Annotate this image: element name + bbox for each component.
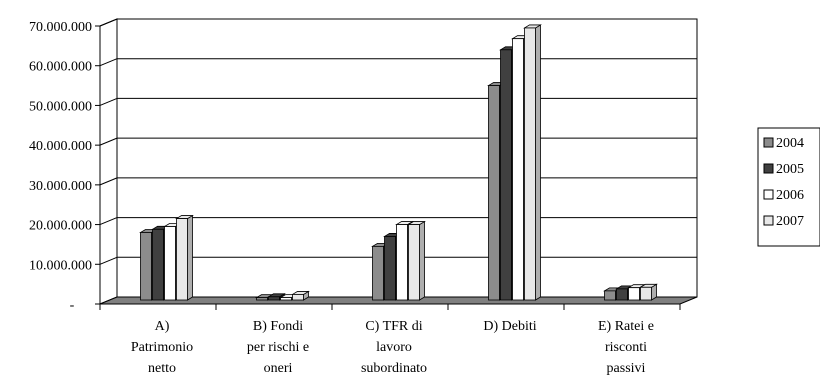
x-label-cat-4-line-2: passivi (607, 361, 646, 376)
legend: 2004 2005 2006 2007 (757, 127, 820, 247)
x-label-cat-1-line-1: per rischi e (247, 340, 309, 355)
bar-front-2005-cat-0 (152, 228, 164, 301)
legend-label-2004: 2004 (776, 136, 804, 151)
bar-series-group (139, 24, 658, 301)
bar-2007-cat-3 (523, 24, 542, 301)
gridline-side-4 (99, 137, 118, 146)
x-label-cat-2-line-2: subordinato (361, 361, 427, 376)
x-label-cat-0-line-2: netto (148, 361, 176, 376)
x-label-cat-0-line-0: A) (155, 319, 170, 334)
bar-front-2007-cat-0 (176, 218, 188, 301)
y-tick-label-1: 10.000.000 (29, 258, 92, 273)
y-tick-label-3: 30.000.000 (29, 179, 92, 194)
gridline-side-7 (99, 18, 118, 27)
y-tick-label-6: 60.000.000 (29, 60, 92, 75)
gridline-side-1 (99, 256, 118, 265)
bar-side-2007-cat-2 (419, 220, 425, 301)
bar-front-2004-cat-1 (256, 297, 268, 301)
bar-front-2004-cat-4 (604, 290, 616, 301)
legend-swatch-2007 (763, 215, 774, 226)
x-label-cat-4-line-1: risconti (605, 340, 647, 355)
bar-side-2007-cat-3 (535, 24, 541, 301)
x-label-cat-2-line-1: lavoro (376, 340, 412, 355)
bar-front-2006-cat-4 (628, 287, 640, 301)
bar-front-2007-cat-4 (640, 286, 652, 301)
legend-swatch-2005 (763, 163, 774, 174)
legend-box (757, 127, 820, 247)
y-tick-label-7: 70.000.000 (29, 20, 92, 35)
y-tick-label-0: - (70, 298, 75, 313)
legend-swatch-2006 (763, 189, 774, 200)
legend-label-2005: 2005 (776, 162, 804, 177)
gridlines (99, 18, 697, 265)
gridline-side-3 (99, 177, 118, 186)
y-axis-tick-labels: - 10.000.000 20.000.000 30.000.000 40.000.00… (29, 20, 92, 313)
bar-side-2007-cat-0 (187, 214, 193, 301)
legend-label-2006: 2006 (776, 188, 804, 203)
bar-front-2006-cat-2 (396, 224, 408, 301)
x-label-cat-4-line-0: E) Ratei e (598, 319, 654, 334)
gridline-side-2 (99, 217, 118, 226)
gridline-side-6 (99, 58, 118, 67)
bar-front-2005-cat-3 (500, 49, 512, 301)
bar-front-2007-cat-2 (408, 224, 420, 301)
bar-front-2005-cat-1 (268, 296, 280, 301)
bar-front-2004-cat-0 (140, 232, 152, 301)
bar-2007-cat-1 (291, 290, 310, 301)
bar-front-2005-cat-2 (384, 236, 396, 301)
bar-front-2004-cat-3 (488, 85, 500, 301)
x-label-cat-0-line-1: Patrimonio (131, 340, 193, 355)
x-label-cat-3-line-0: D) Debiti (483, 319, 536, 334)
bar-front-2006-cat-3 (512, 38, 524, 301)
bar-2007-cat-0 (175, 214, 194, 301)
gridline-side-5 (99, 97, 118, 106)
legend-label-2007: 2007 (776, 214, 804, 229)
x-label-cat-2-line-0: C) TFR di (365, 319, 422, 334)
y-tick-label-2: 20.000.000 (29, 219, 92, 234)
bar-2007-cat-2 (407, 220, 426, 301)
bar-front-2007-cat-1 (292, 294, 304, 301)
y-tick-label-4: 40.000.000 (29, 139, 92, 154)
bar-front-2006-cat-0 (164, 226, 176, 301)
x-label-cat-1-line-0: B) Fondi (253, 319, 303, 334)
bar-front-2007-cat-3 (524, 27, 536, 301)
legend-swatch-2004 (763, 137, 774, 148)
bar-front-2004-cat-2 (372, 245, 384, 301)
x-label-cat-1-line-2: oneri (264, 361, 293, 376)
y-tick-label-5: 50.000.000 (29, 99, 92, 114)
x-axis-category-labels: A) Patrimonio netto B) Fondi per rischi e one… (131, 319, 654, 376)
bar-front-2006-cat-1 (280, 297, 292, 301)
axes (95, 25, 681, 310)
bar-front-2005-cat-4 (616, 288, 628, 301)
bar-2007-cat-4 (639, 283, 658, 301)
